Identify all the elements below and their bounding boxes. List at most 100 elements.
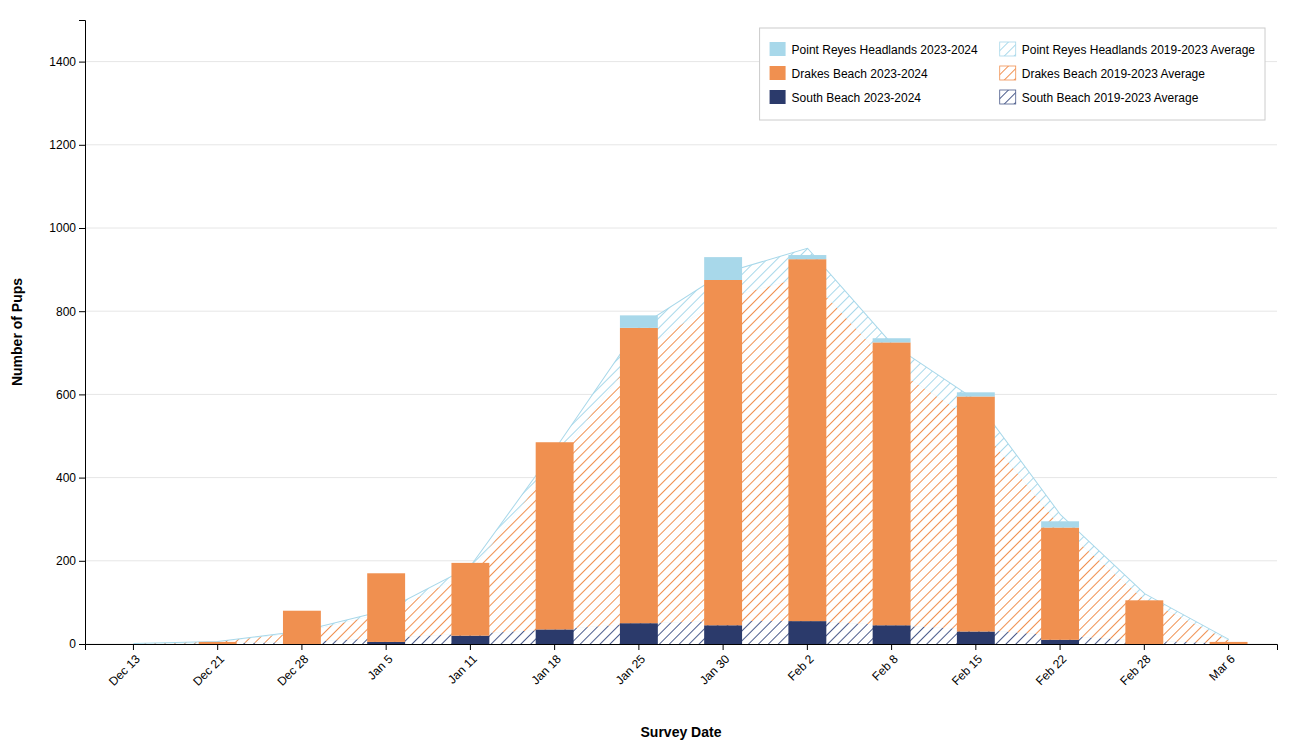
x-tick-label: Feb 8 (869, 652, 901, 684)
legend-item: Drakes Beach 2023-2024 (770, 66, 928, 81)
tick-mark (723, 644, 724, 650)
x-tick: Feb 28 (1117, 644, 1154, 688)
y-tick: 1000 (49, 221, 85, 235)
tick-mark (891, 644, 892, 650)
y-tick-label: 1000 (49, 221, 76, 235)
total-line (133, 249, 1228, 644)
legend-item: South Beach 2023-2024 (770, 90, 922, 105)
tick-mark (79, 478, 85, 479)
y-tick-label: 800 (56, 305, 76, 319)
tick-mark (470, 644, 471, 650)
y-tick: 800 (56, 305, 85, 319)
tick-mark (1060, 644, 1061, 650)
x-tick: Feb 22 (1033, 644, 1070, 688)
legend-label: South Beach 2023-2024 (792, 91, 922, 105)
x-tick: Feb 15 (949, 644, 986, 688)
y-tick-label: 0 (69, 637, 76, 651)
bar (873, 342, 911, 625)
x-tick: Dec 13 (106, 644, 143, 689)
tick-mark (79, 394, 85, 395)
tick-mark (638, 644, 639, 650)
bar (957, 632, 995, 644)
bar (199, 642, 237, 644)
tick-mark (301, 644, 302, 650)
x-tick-label: Jan 5 (365, 652, 396, 683)
legend-swatch (770, 90, 786, 104)
x-axis-title: Survey Date (641, 724, 722, 740)
grid (85, 62, 1277, 644)
legend-swatch (1000, 42, 1016, 56)
legend-label: Drakes Beach 2019-2023 Average (1022, 67, 1206, 81)
tick-mark (79, 644, 85, 645)
bar (1125, 600, 1163, 644)
x-tick: Jan 25 (613, 644, 649, 687)
tick-mark (975, 644, 976, 650)
bar (1125, 600, 1163, 601)
x-axis: Dec 13Dec 21Dec 28Jan 5Jan 11Jan 18Jan 2… (86, 644, 1278, 689)
bar (451, 636, 489, 644)
bar (536, 442, 574, 629)
plot: Dec 13Dec 21Dec 28Jan 5Jan 11Jan 18Jan 2… (49, 21, 1277, 689)
total-area (133, 249, 1228, 644)
bar (114, 644, 152, 645)
x-tick: Jan 18 (529, 644, 565, 687)
tick-mark (79, 311, 85, 312)
bar (704, 625, 742, 644)
bar (1210, 641, 1248, 642)
y-tick: 0 (69, 637, 85, 651)
legend-item: Point Reyes Headlands 2023-2024 (770, 42, 978, 57)
x-tick-label: Feb 2 (785, 652, 817, 684)
bar (620, 623, 658, 644)
bar (957, 392, 995, 396)
x-tick-label: Dec 13 (106, 652, 143, 689)
y-tick-label: 200 (56, 554, 76, 568)
bar (704, 257, 742, 280)
x-tick-label: Jan 18 (529, 652, 565, 688)
x-tick: Feb 8 (869, 644, 901, 684)
bar (704, 280, 742, 625)
bar (788, 621, 826, 644)
y-axis-title: Number of Pups (9, 278, 25, 386)
axis-line (86, 645, 1278, 651)
bar (620, 315, 658, 327)
bar (114, 644, 152, 645)
tick-mark (79, 228, 85, 229)
tick-mark (1144, 644, 1145, 650)
tick-mark (79, 561, 85, 562)
tick-mark (554, 644, 555, 650)
legend-label: Point Reyes Headlands 2023-2024 (792, 43, 978, 57)
legend-item: Point Reyes Headlands 2019-2023 Average (1000, 42, 1256, 57)
legend-item: South Beach 2019-2023 Average (1000, 90, 1199, 105)
x-tick-label: Feb 22 (1033, 652, 1070, 689)
grid-line (85, 144, 1277, 145)
x-tick-label: Feb 28 (1117, 652, 1154, 689)
bar (536, 629, 574, 644)
x-tick: Jan 30 (697, 644, 733, 687)
axis-line (79, 21, 86, 645)
y-tick-label: 1400 (49, 55, 76, 69)
bar (367, 573, 405, 574)
x-tick-label: Feb 15 (949, 652, 986, 689)
legend-swatch (1000, 66, 1016, 80)
bar (1210, 642, 1248, 644)
y-tick-label: 1200 (49, 138, 76, 152)
bar (283, 610, 321, 611)
bar (283, 611, 321, 644)
legend: Point Reyes Headlands 2023-2024 Point Rey… (760, 28, 1265, 120)
average-area (133, 276, 1228, 644)
bar (451, 562, 489, 563)
bar (788, 259, 826, 621)
y-axis: 0200400600800100012001400 (49, 21, 85, 652)
bar (1041, 640, 1079, 644)
legend-item: Drakes Beach 2019-2023 Average (1000, 66, 1206, 81)
y-tick: 1200 (49, 138, 85, 152)
bar-series (620, 255, 1079, 527)
bar (873, 625, 911, 644)
y-tick-label: 400 (56, 471, 76, 485)
legend-label: Drakes Beach 2023-2024 (792, 67, 928, 81)
tick-mark (79, 145, 85, 146)
x-tick-label: Jan 11 (445, 652, 480, 687)
marks (133, 249, 1247, 644)
x-tick-label: Dec 21 (190, 652, 227, 689)
bar (1041, 521, 1079, 527)
